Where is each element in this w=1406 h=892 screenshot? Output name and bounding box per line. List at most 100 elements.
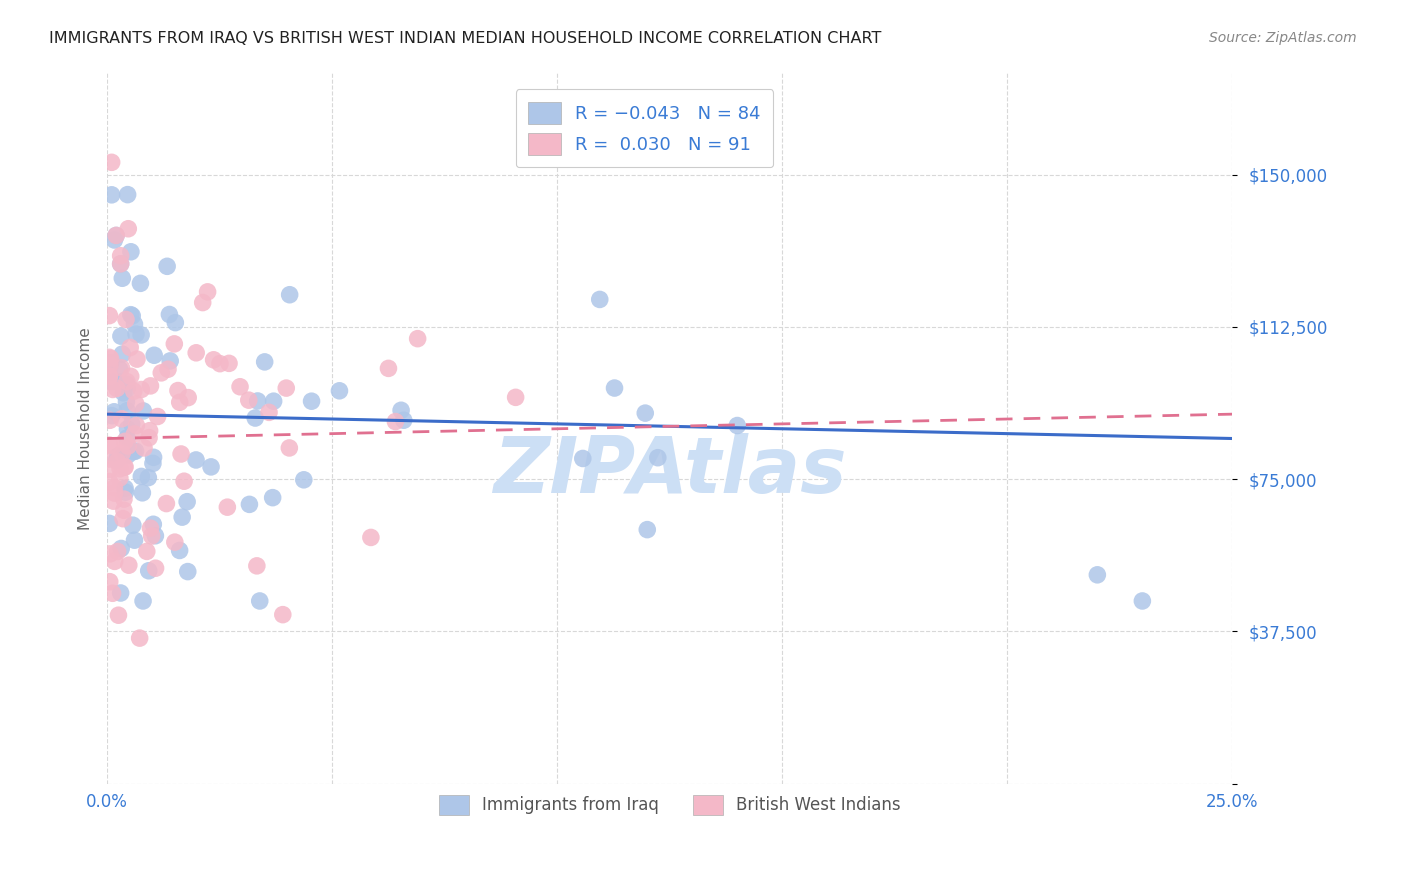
Point bbox=[167, 384, 190, 398]
Point bbox=[117, 221, 139, 235]
Point bbox=[301, 394, 323, 409]
Point bbox=[603, 381, 626, 395]
Point bbox=[110, 257, 132, 271]
Point bbox=[103, 494, 125, 508]
Point bbox=[246, 394, 269, 409]
Point bbox=[114, 434, 136, 449]
Point bbox=[101, 586, 124, 600]
Point bbox=[114, 459, 136, 474]
Point bbox=[115, 395, 138, 409]
Point bbox=[262, 491, 284, 505]
Point bbox=[98, 516, 121, 531]
Point bbox=[101, 383, 124, 397]
Point bbox=[159, 354, 181, 368]
Point bbox=[142, 517, 165, 532]
Point bbox=[107, 544, 129, 558]
Point bbox=[100, 375, 122, 389]
Point bbox=[392, 413, 415, 427]
Point bbox=[110, 329, 132, 343]
Point bbox=[238, 497, 260, 511]
Point bbox=[100, 356, 122, 370]
Point bbox=[110, 586, 132, 600]
Point bbox=[112, 385, 135, 400]
Point bbox=[98, 574, 121, 589]
Point bbox=[111, 412, 134, 426]
Point bbox=[105, 381, 128, 395]
Point bbox=[143, 348, 166, 362]
Point bbox=[135, 544, 157, 558]
Point bbox=[105, 454, 128, 468]
Point bbox=[98, 413, 121, 427]
Point bbox=[156, 260, 179, 274]
Point bbox=[124, 533, 146, 548]
Point bbox=[184, 453, 207, 467]
Point bbox=[98, 547, 121, 561]
Point bbox=[125, 327, 148, 342]
Point bbox=[128, 631, 150, 645]
Point bbox=[98, 462, 121, 476]
Point bbox=[98, 369, 121, 384]
Point bbox=[246, 558, 269, 573]
Point bbox=[98, 452, 121, 467]
Point bbox=[177, 391, 200, 405]
Point bbox=[271, 607, 294, 622]
Point bbox=[146, 409, 169, 424]
Point bbox=[142, 450, 165, 465]
Point bbox=[257, 405, 280, 419]
Point bbox=[121, 417, 143, 431]
Point bbox=[1085, 567, 1108, 582]
Point bbox=[101, 409, 124, 423]
Point bbox=[505, 390, 527, 404]
Point bbox=[132, 404, 155, 418]
Point bbox=[111, 446, 134, 460]
Point bbox=[208, 357, 231, 371]
Point bbox=[125, 397, 148, 411]
Point bbox=[124, 426, 146, 441]
Point bbox=[111, 347, 134, 361]
Point bbox=[647, 450, 669, 465]
Point bbox=[98, 475, 121, 489]
Point bbox=[163, 535, 186, 549]
Point bbox=[636, 523, 658, 537]
Point bbox=[117, 439, 139, 453]
Point bbox=[98, 369, 121, 384]
Point bbox=[125, 352, 148, 367]
Point bbox=[105, 453, 128, 467]
Point bbox=[589, 293, 612, 307]
Point bbox=[110, 541, 132, 556]
Point bbox=[177, 565, 200, 579]
Point bbox=[98, 351, 121, 365]
Point bbox=[634, 406, 657, 420]
Point bbox=[117, 448, 139, 462]
Point bbox=[141, 529, 163, 543]
Point bbox=[129, 277, 152, 291]
Point bbox=[384, 415, 406, 429]
Point bbox=[115, 431, 138, 445]
Point bbox=[103, 486, 125, 500]
Point bbox=[100, 351, 122, 366]
Text: Source: ZipAtlas.com: Source: ZipAtlas.com bbox=[1209, 31, 1357, 45]
Point bbox=[100, 187, 122, 202]
Point bbox=[278, 287, 301, 301]
Point bbox=[139, 521, 162, 535]
Point bbox=[108, 362, 131, 376]
Point bbox=[139, 379, 162, 393]
Point bbox=[103, 405, 125, 419]
Point bbox=[131, 469, 153, 483]
Point bbox=[138, 470, 160, 484]
Point bbox=[1130, 594, 1153, 608]
Point bbox=[328, 384, 350, 398]
Point bbox=[360, 531, 382, 545]
Point bbox=[157, 308, 180, 322]
Point bbox=[202, 352, 225, 367]
Point bbox=[120, 369, 142, 384]
Point bbox=[125, 418, 148, 433]
Point bbox=[117, 422, 139, 436]
Point bbox=[110, 375, 132, 389]
Point bbox=[114, 460, 136, 475]
Point bbox=[406, 332, 429, 346]
Point bbox=[112, 492, 135, 507]
Point bbox=[122, 518, 145, 533]
Point bbox=[120, 244, 142, 259]
Point bbox=[238, 393, 260, 408]
